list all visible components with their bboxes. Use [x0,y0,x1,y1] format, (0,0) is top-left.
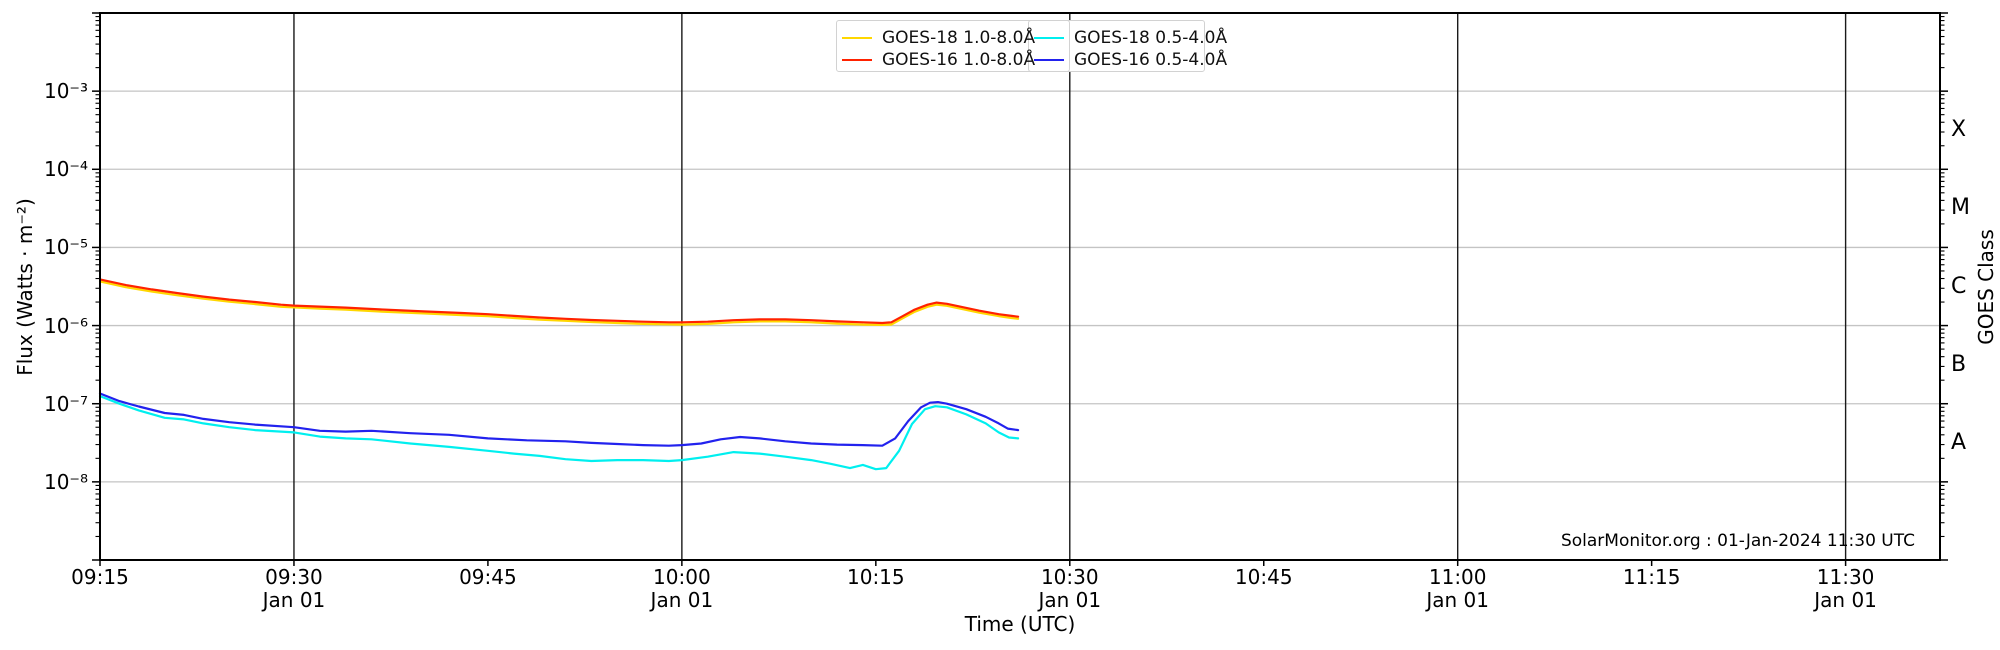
x-tick-label: 10:15 [846,565,905,589]
vertical-gridlines [293,13,1847,560]
legend-entry: GOES-18 0.5-4.0Å [1034,27,1254,49]
legend-entry: GOES-16 1.0-8.0Å [842,49,1062,71]
watermark-text: SolarMonitor.org : 01-Jan-2024 11:30 UTC [1560,531,1915,551]
plot-border [99,12,1941,561]
x-tick-label: 10:45 [1234,565,1293,589]
legend-swatch-goes18_short [1034,37,1064,39]
x-tick-label: 09:30 [265,565,323,589]
legend-box-long-channel [836,20,1070,72]
x-tick-label: 10:00 [653,565,711,589]
goes-class-letter-c: C [1951,273,1967,299]
goes-class-letter-x: X [1951,117,1967,143]
series-line-goes-18-1-0-8-0- [98,280,1020,326]
x-tick-date-label: Jan 01 [262,588,326,612]
series-line-goes-16-1-0-8-0- [98,278,1020,325]
x-tick-date-label: Jan 01 [1814,588,1877,612]
legend-entry: GOES-16 0.5-4.0Å [1034,49,1254,71]
legend-label: GOES-18 1.0-8.0Å [882,28,1036,48]
series-line-goes-18-0-5-4-0- [98,395,1020,471]
x-tick-label: 09:15 [71,565,129,589]
x-axis-title: Time (UTC) [964,612,1076,636]
x-tick-date-label: Jan 01 [1426,588,1490,612]
legend-swatch-goes16_long [842,59,872,61]
x-tick-label: 10:30 [1040,565,1099,589]
horizontal-gridlines [100,90,1940,483]
series-line-goes-16-0-5-4-0- [98,392,1020,447]
x-tick-label: 11:15 [1622,565,1681,589]
axis-ticks [92,12,1948,566]
x-tick-date-label: Jan 01 [650,588,714,612]
legend-label: GOES-16 1.0-8.0Å [882,50,1036,70]
y-tick-label: 10⁻⁵ [43,235,88,260]
legend-label: GOES-16 0.5-4.0Å [1074,50,1228,70]
x-tick-label: 11:00 [1428,565,1487,589]
goes-class-letter-a: A [1951,429,1967,455]
x-tick-label: 09:45 [459,565,517,589]
legend-swatch-goes16_short [1034,59,1064,61]
y-tick-label: 10⁻⁶ [43,313,88,338]
legend-label: GOES-18 0.5-4.0Å [1074,28,1228,48]
x-tick-date-label: Jan 01 [1038,588,1102,612]
y-axis-title: Flux (Watts · m⁻²) [13,198,37,376]
y-tick-label: 10⁻³ [43,79,88,104]
legend-swatch-goes18_long [842,37,872,39]
legend-box-short-channel [1028,20,1205,72]
goes-class-letter-b: B [1951,351,1967,377]
legend-entry: GOES-18 1.0-8.0Å [842,27,1062,49]
x-tick-label: 11:30 [1816,565,1875,589]
series-lines [98,278,1020,471]
y-tick-label: 10⁻⁸ [43,469,88,494]
goes-class-letter-m: M [1951,195,1970,221]
y-tick-label: 10⁻⁴ [43,157,88,182]
y2-axis-title: GOES Class [1974,229,1998,345]
y-tick-label: 10⁻⁷ [43,391,88,416]
